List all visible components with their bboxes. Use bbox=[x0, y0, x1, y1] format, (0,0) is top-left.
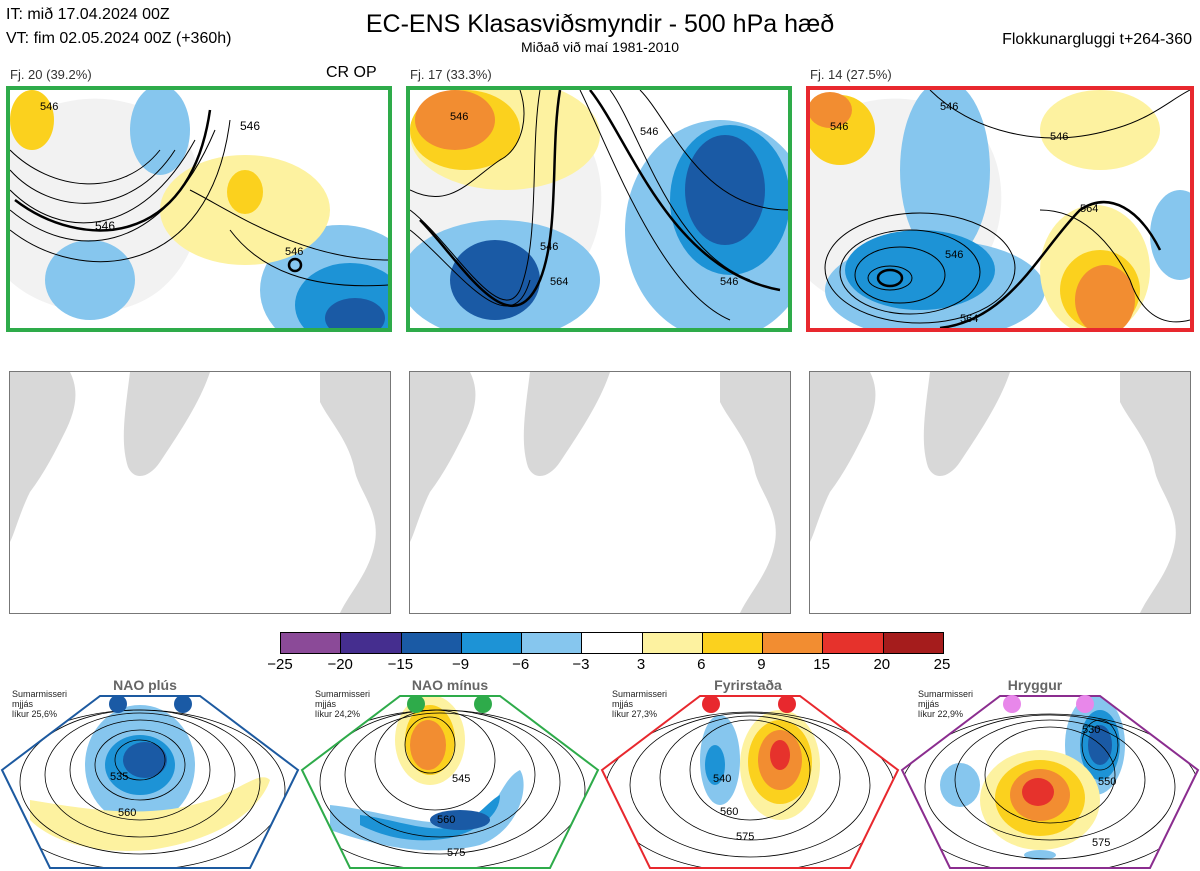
colorbar-segment bbox=[281, 633, 341, 653]
contour-label-1b: 546 bbox=[240, 119, 260, 133]
regime-note-2: Sumarmisseri mjjás líkur 24,2% bbox=[315, 689, 371, 719]
regime-contour-3b: 560 bbox=[720, 806, 738, 818]
cluster-map-1: 546 546 546 546 bbox=[6, 86, 392, 332]
anomaly-pos-1b bbox=[227, 170, 263, 214]
anomaly-pos-3d bbox=[1040, 90, 1160, 170]
regime-contour-4b: 550 bbox=[1098, 776, 1116, 788]
regime-contour-2a: 545 bbox=[452, 773, 470, 785]
chart-subtitle: Miðað við maí 1981-2010 bbox=[521, 39, 679, 55]
colorbar-segment bbox=[882, 633, 943, 653]
regime-dot-blocking-right bbox=[778, 695, 796, 713]
chart-title: EC-ENS Klasasviðsmyndir - 500 hPa hæð bbox=[365, 10, 835, 38]
regime-map-ridge: 530 550 575 bbox=[900, 695, 1200, 869]
cluster-map-2: 546 546 546 564 546 bbox=[406, 86, 792, 332]
colorbar-segment bbox=[701, 633, 763, 653]
contour-label-2d: 564 bbox=[550, 276, 568, 288]
colorbar-segment bbox=[521, 633, 582, 653]
contour-label-2a: 546 bbox=[450, 111, 468, 123]
contour-label-1a: 546 bbox=[95, 219, 115, 233]
colorbar-tick-label: −6 bbox=[512, 656, 530, 673]
cluster-label-3: Fj. 14 (27.5%) bbox=[810, 67, 892, 82]
cluster-tag-1: CR OP bbox=[326, 64, 377, 81]
empty-map-3 bbox=[809, 371, 1191, 614]
anomaly-neg-1e bbox=[325, 298, 385, 328]
contour-label-3d: 564 bbox=[960, 313, 978, 325]
colorbar-segment bbox=[822, 633, 883, 653]
regime-contour-3c: 575 bbox=[736, 831, 754, 843]
regime-dot-nao-minus-right bbox=[474, 695, 492, 713]
anomaly-neg-1b bbox=[45, 240, 135, 320]
contour-label-2e: 546 bbox=[720, 276, 738, 288]
anomaly-pos-1c bbox=[10, 90, 54, 150]
contour-label-3f: 564 bbox=[1080, 203, 1098, 215]
regime-dot-ridge-right bbox=[1076, 695, 1094, 713]
colorbar-segment bbox=[400, 633, 461, 653]
anomaly-pos-2c bbox=[415, 90, 495, 150]
anomaly-pos-3c bbox=[1075, 265, 1135, 328]
anomaly-neg-2b bbox=[450, 240, 540, 320]
regime-dot-nao-plus-left bbox=[109, 695, 127, 713]
colorbar-tick-label: −3 bbox=[572, 656, 590, 673]
regime-contour-2b: 560 bbox=[437, 814, 455, 826]
regime-label-1: NAO plús bbox=[113, 677, 177, 693]
cluster-map-3: 546 546 546 564 546 564 bbox=[806, 86, 1194, 332]
anomaly-neg-3d bbox=[1150, 190, 1190, 280]
regime-label-3: Fyrirstaða bbox=[714, 677, 782, 693]
colorbar-segment bbox=[581, 633, 642, 653]
colorbar-tick-label: −20 bbox=[327, 656, 353, 673]
regime-contour-4c: 575 bbox=[1092, 837, 1110, 849]
empty-map-2 bbox=[409, 371, 791, 614]
initial-time: IT: mið 17.04.2024 00Z bbox=[6, 6, 170, 23]
anomaly-pos-3f bbox=[810, 92, 852, 128]
regime-dot-nao-minus-left bbox=[407, 695, 425, 713]
anomaly-neg-3c bbox=[845, 230, 995, 310]
colorbar-segment bbox=[641, 633, 702, 653]
colorbar-tick-label: 20 bbox=[873, 656, 891, 673]
colorbar-tick-label: 15 bbox=[813, 656, 830, 673]
colorbar-tick-label: 25 bbox=[933, 656, 951, 673]
cluster-label-2: Fj. 17 (33.3%) bbox=[410, 67, 492, 82]
contour-label-3c: 546 bbox=[945, 249, 963, 261]
colorbar-tick-label: −15 bbox=[387, 656, 414, 673]
colorbar-segment bbox=[460, 633, 522, 653]
contour-label-3b: 546 bbox=[940, 101, 958, 113]
regime-dot-ridge-left bbox=[1003, 695, 1021, 713]
contour-label-3e: 546 bbox=[1050, 131, 1068, 143]
colorbar-segment bbox=[762, 633, 823, 653]
regime-contour-1a: 535 bbox=[110, 771, 128, 783]
regime-note-3: Sumarmisseri mjjás líkur 27,3% bbox=[612, 689, 668, 719]
regime-dot-blocking-left bbox=[702, 695, 720, 713]
contour-label-2b: 546 bbox=[640, 126, 658, 138]
regime-note-4: Sumarmisseri mjjás líkur 22,9% bbox=[918, 689, 974, 719]
regime-map-blocking: 540 560 575 bbox=[600, 695, 900, 869]
valid-time: VT: fim 02.05.2024 00Z (+360h) bbox=[6, 30, 232, 47]
anomaly-neg-3b bbox=[900, 90, 990, 260]
regime-contour-1b: 560 bbox=[118, 807, 136, 819]
regime-dot-nao-plus-right bbox=[174, 695, 192, 713]
colorbar bbox=[280, 632, 944, 654]
regime-contour-4a: 530 bbox=[1082, 724, 1100, 736]
regime-contour-2c: 575 bbox=[447, 847, 465, 859]
contour-label-1c: 546 bbox=[40, 101, 58, 113]
colorbar-segment bbox=[340, 633, 401, 653]
contour-label-2c: 546 bbox=[540, 241, 558, 253]
regime-label-2: NAO mínus bbox=[411, 677, 489, 693]
colorbar-tick-label: −25 bbox=[267, 656, 293, 673]
colorbar-tick-label: 9 bbox=[757, 656, 766, 673]
regime-map-nao-minus: 545 560 575 bbox=[300, 695, 600, 869]
colorbar-tick-label: 6 bbox=[697, 656, 706, 673]
colorbar-tick-label: −9 bbox=[451, 656, 470, 673]
classification-window: Flokkunargluggi t+264-360 bbox=[1002, 31, 1192, 48]
regime-note-1: Sumarmisseri mjjás líkur 25,6% bbox=[12, 689, 68, 719]
empty-map-1 bbox=[9, 371, 391, 614]
contour-label-3a: 546 bbox=[830, 121, 848, 133]
cluster-label-1: Fj. 20 (39.2%) bbox=[10, 67, 92, 82]
contour-label-1d: 546 bbox=[285, 246, 303, 258]
regime-map-nao-plus: 535 560 bbox=[0, 695, 300, 869]
anomaly-neg-1a bbox=[130, 90, 190, 175]
regime-contour-3a: 540 bbox=[713, 773, 731, 785]
anomaly-neg-2e bbox=[685, 135, 765, 245]
regime-label-4: Hryggur bbox=[1007, 677, 1063, 693]
colorbar-tick-label: 3 bbox=[636, 656, 646, 673]
